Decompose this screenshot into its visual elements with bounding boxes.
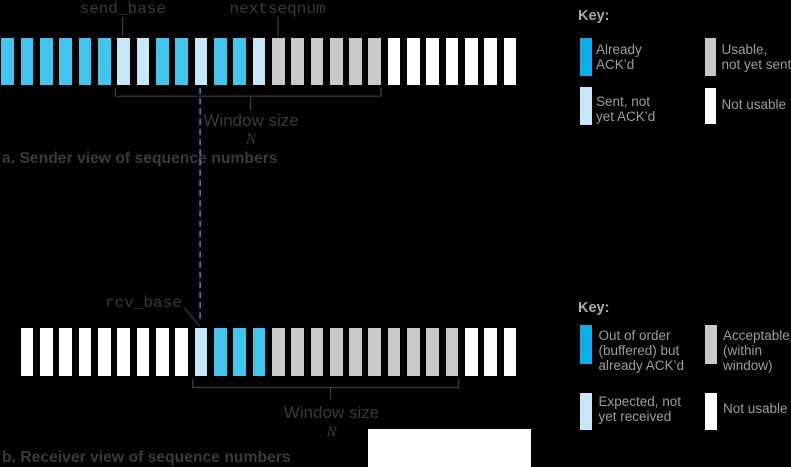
receiver-bar-6-not-usable xyxy=(117,328,130,376)
receiver-bar-8-not-usable xyxy=(155,328,169,376)
sender-bar-7-sent xyxy=(117,37,130,86)
receiver-bar-21-acceptable xyxy=(407,328,420,376)
sender-key-title: Key: xyxy=(578,7,610,24)
receiver-bar-22-acceptable xyxy=(426,328,440,376)
sender-key-swatch-already-acked xyxy=(580,38,592,76)
receiver-key-swatch-acceptable xyxy=(705,325,717,364)
receiver-window-size-n: N xyxy=(326,423,337,441)
sender-bar-18-usable xyxy=(329,37,343,86)
sender-window-size-label: Window size xyxy=(203,110,299,130)
sender-bar-11-sent xyxy=(194,37,208,86)
receiver-bar-9-not-usable xyxy=(175,328,188,376)
receiver-bar-16-acceptable xyxy=(310,328,324,376)
receiver-bar-7-not-usable xyxy=(136,328,150,376)
receiver-key-swatch-expected xyxy=(580,393,592,430)
white-background-patch xyxy=(368,429,531,467)
sender-bar-2-acked xyxy=(20,37,34,86)
receiver-bar-12-out-of-order xyxy=(233,328,246,376)
receiver-key-swatch-not-usable xyxy=(705,393,717,430)
sender-caption: a. Sender view of sequence numbers xyxy=(2,149,278,167)
sender-bar-22-not-usable xyxy=(407,37,420,86)
sender-bar-20-usable xyxy=(368,37,382,86)
sender-bar-19-usable xyxy=(349,37,362,86)
sender-bar-8-sent xyxy=(136,37,150,86)
sender-window-bracket xyxy=(114,88,382,97)
sender-bar-23-not-usable xyxy=(426,37,440,86)
sender-bar-17-usable xyxy=(310,37,324,86)
receiver-bar-11-out-of-order xyxy=(213,328,227,376)
receiver-bar-19-acceptable xyxy=(368,328,382,376)
sender-bar-14-sent xyxy=(252,37,266,86)
receiver-key-label-out-of-order: Out of order (buffered) but already ACK’… xyxy=(598,327,685,373)
sender-key-label-not-usable: Not usable xyxy=(721,97,787,113)
sender-bar-3-acked xyxy=(40,37,53,86)
receiver-bar-23-acceptable xyxy=(445,328,459,376)
receiver-caption: b. Receiver view of sequence numbers xyxy=(2,448,291,466)
sender-bar-24-not-usable xyxy=(445,37,459,86)
receiver-bar-20-acceptable xyxy=(387,328,401,376)
rcv-base-label: rcv_base xyxy=(105,294,182,313)
receiver-key-label-acceptable: Acceptable (within window) xyxy=(723,327,790,373)
receiver-window-size-label: Window size xyxy=(283,402,380,422)
receiver-bar-10-expected xyxy=(194,328,208,376)
receiver-window-bracket xyxy=(192,379,460,389)
sender-key-swatch-usable xyxy=(704,38,716,76)
receiver-bar-4-not-usable xyxy=(78,328,92,376)
sender-bar-6-acked xyxy=(98,37,111,86)
receiver-bar-13-out-of-order xyxy=(252,328,266,376)
rcv-base-pointer-line xyxy=(183,307,200,327)
receiver-bar-14-acceptable xyxy=(271,328,285,376)
receiver-bar-17-acceptable xyxy=(329,328,343,376)
sender-bar-21-not-usable xyxy=(387,37,401,86)
sender-bar-4-acked xyxy=(59,37,73,86)
send-base-label: send_base xyxy=(79,0,166,18)
sender-key-label-already-acked: Already ACK’d xyxy=(596,41,642,72)
sender-bar-13-acked xyxy=(233,37,246,86)
receiver-bar-24-not-usable xyxy=(465,328,478,376)
receiver-bar-15-acceptable xyxy=(291,328,304,376)
sender-key-swatch-not-usable xyxy=(704,88,716,124)
sender-key-label-usable: Usable, not yet sent xyxy=(721,41,791,72)
receiver-bar-26-not-usable xyxy=(503,328,517,376)
sender-key-label-sent: Sent, not yet ACK’d xyxy=(596,93,656,124)
receiver-key-label-expected: Expected, not yet received xyxy=(598,394,682,425)
sender-bar-1-acked xyxy=(1,37,15,86)
sender-bar-5-acked xyxy=(78,37,92,86)
receiver-bar-25-not-usable xyxy=(484,328,498,376)
receiver-key-swatch-out-of-order xyxy=(580,325,592,364)
receiver-bar-18-acceptable xyxy=(349,328,362,376)
sender-window-size-n: N xyxy=(245,131,257,149)
sender-bar-10-acked xyxy=(175,37,188,86)
receiver-bar-2-not-usable xyxy=(40,328,53,376)
receiver-bar-5-not-usable xyxy=(98,328,111,376)
sender-bar-16-usable xyxy=(291,37,304,86)
nextseqnum-label: nextseqnum xyxy=(229,0,326,18)
sender-bar-9-acked xyxy=(155,37,169,86)
sender-bar-12-acked xyxy=(213,37,227,86)
sender-bar-26-not-usable xyxy=(484,37,498,86)
sender-bar-15-usable xyxy=(271,37,285,86)
receiver-bar-3-not-usable xyxy=(59,328,73,376)
receiver-key-label-not-usable: Not usable xyxy=(723,400,788,416)
sender-key-swatch-sent xyxy=(580,87,592,125)
receiver-key-title: Key: xyxy=(578,300,610,317)
receiver-bar-1-not-usable xyxy=(20,328,34,376)
sender-bar-25-not-usable xyxy=(465,37,478,86)
sender-bar-27-not-usable xyxy=(503,37,517,86)
